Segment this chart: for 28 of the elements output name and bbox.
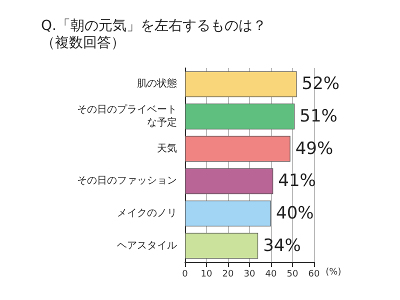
bar (185, 104, 295, 130)
bar (185, 136, 290, 162)
bar (185, 71, 297, 98)
x-tick-label: 20 (222, 270, 234, 280)
x-tick-label: 10 (200, 270, 212, 280)
y-tick-label: 天気 (157, 143, 177, 154)
data-label: 51% (300, 106, 338, 126)
data-label: 40% (276, 204, 314, 224)
data-label: 49% (295, 138, 334, 159)
y-tick-label: ヘアスタイル (117, 240, 177, 252)
y-tick-label: その日のプライベートな予定 (77, 104, 177, 128)
x-axis-title: (%) (326, 268, 342, 278)
chart-subtitle: （複数回答） (41, 35, 125, 51)
y-tick-label: 肌の状態 (137, 78, 177, 90)
bar (185, 200, 271, 226)
x-tick-label: 60 (308, 270, 320, 280)
data-label: 34% (263, 236, 301, 256)
bar (185, 232, 258, 259)
x-tick-label: 0 (182, 270, 188, 280)
data-label: 41% (278, 171, 316, 192)
chart-title: Q.「朝の元気」を左右するものは？ (41, 18, 266, 34)
y-tick-label: その日のファッション (77, 176, 177, 187)
x-tick-label: 40 (265, 270, 277, 280)
data-label: 52% (302, 74, 340, 94)
x-tick-label: 30 (244, 270, 256, 280)
x-tick-label: 50 (286, 270, 298, 280)
bar (185, 168, 274, 194)
y-tick-label: メイクのノリ (117, 208, 177, 219)
